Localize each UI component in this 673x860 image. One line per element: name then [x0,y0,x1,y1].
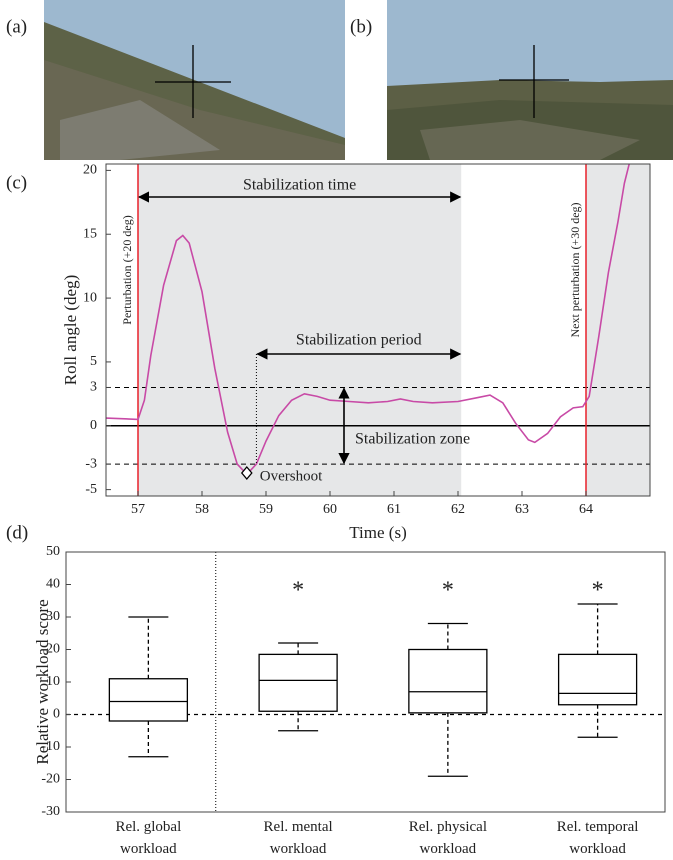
y-tick-label: 0 [90,418,97,433]
x-tick-label: 57 [131,502,145,517]
x-axis-label: Time (s) [349,523,406,542]
y-axis-label: Roll angle (deg) [61,275,80,385]
y-axis-label: Relative workload score [33,599,52,764]
y-tick-label: 15 [83,226,97,241]
x-tick-label: Rel. temporal workload [557,819,639,857]
chart-d: Rel. global workload * Rel. mental workload *… [33,544,666,857]
y-tick-label: -20 [41,772,60,787]
x-tick-label: 61 [387,502,401,517]
box [557,653,638,706]
shaded-region [586,164,650,496]
image-b [387,0,673,160]
annotation: Stabilization time [243,177,356,194]
roll-line [106,164,631,476]
annotation: Stabilization period [296,332,422,349]
significance-marker: * [442,578,454,604]
y-tick-label: 50 [46,544,60,559]
panel-label: (c) [6,172,27,193]
y-tick-label: 5 [90,354,97,369]
significance-marker: * [292,578,304,604]
y-tick-label: -30 [41,804,60,819]
panel-label: (d) [6,522,28,543]
x-tick-label: 60 [323,502,337,517]
y-tick-label: 20 [83,163,97,178]
perturbation-label: Next perturbation (+30 deg) [568,202,582,337]
x-tick-label: 64 [579,502,593,517]
y-tick-label: -10 [41,739,60,754]
y-tick-label: 10 [46,674,60,689]
image-a [44,0,345,160]
box [258,653,338,712]
y-tick-label: -5 [85,482,97,497]
panel-label: (b) [350,16,372,37]
y-tick-label: 10 [83,290,97,305]
x-tick-label: Rel. global workload [115,819,181,857]
box [108,678,189,722]
panel-label: (a) [6,16,27,37]
x-tick-label: 59 [259,502,273,517]
x-tick-label: Rel. mental workload [264,819,333,857]
y-tick-label: 3 [90,380,97,395]
annotation: Stabilization zone [355,431,470,448]
chart-c: Perturbation (+20 deg) Next perturbation … [61,163,651,542]
perturbation-label: Perturbation (+20 deg) [120,215,134,324]
overshoot-marker [240,465,253,481]
x-tick-label: 58 [195,502,209,517]
x-tick-label: 62 [451,502,465,517]
x-tick-label: 63 [515,502,529,517]
y-tick-label: 40 [46,577,60,592]
significance-marker: * [592,578,604,604]
x-tick-label: Rel. physical workload [409,819,487,857]
y-tick-label: 20 [46,642,60,657]
y-tick-label: -3 [85,456,97,471]
shaded-region [138,164,462,496]
box [408,648,488,714]
axes-frame [105,163,651,497]
y-tick-label: 30 [46,609,60,624]
y-tick-label: 0 [53,707,60,722]
annotation: Overshoot [260,468,323,484]
